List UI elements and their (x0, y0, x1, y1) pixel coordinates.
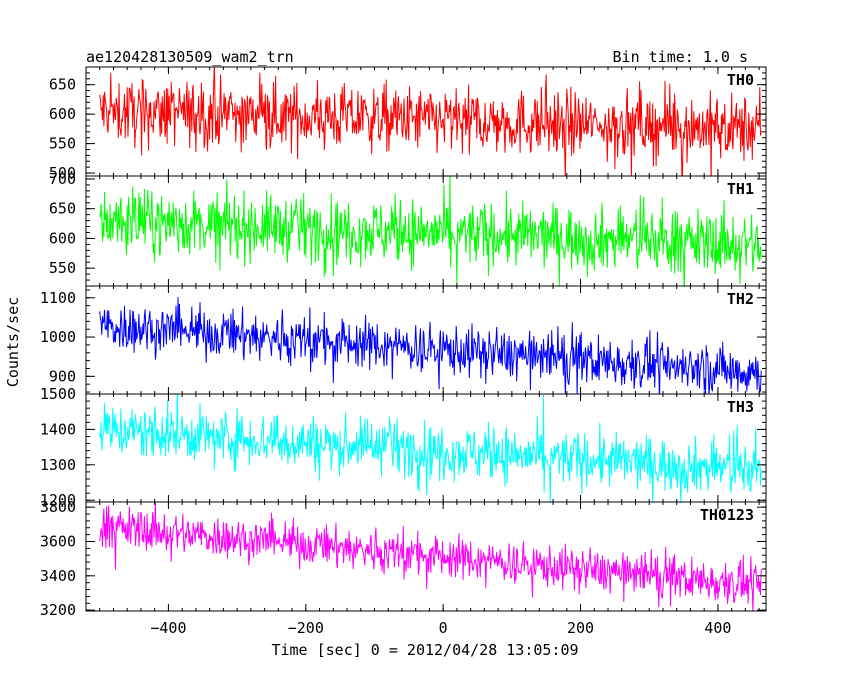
y-tick-label: 600 (49, 105, 76, 123)
panel-th2: 900 1000 1100 TH2 (40, 285, 767, 395)
x-axis-label: Time [sec] 0 = 2012/04/28 13:05:09 (271, 641, 578, 659)
y-tick-label: 650 (49, 200, 76, 218)
panel-label-th0: TH0 (727, 71, 754, 89)
y-tick-label: 3600 (40, 532, 76, 550)
series-line-th2 (99, 296, 762, 394)
panel-label-th3: TH3 (727, 398, 754, 416)
y-tick-label: 550 (49, 259, 76, 277)
panel-th0: 500 550 600 650 TH0 (49, 66, 767, 182)
y-tick-label: 600 (49, 229, 76, 247)
series-line-th0123 (99, 502, 762, 611)
y-tick-label: 1000 (40, 328, 76, 346)
x-tick-label: −400 (150, 619, 186, 637)
panels-group: 500 550 600 650 TH0 550 600 650 700 TH1 900 1000 110… (40, 66, 767, 619)
panel-th1: 550 600 650 700 TH1 (49, 170, 767, 287)
panel-th0123: 3200 3400 3600 3800 TH0123 (40, 498, 767, 619)
series-line-th1 (99, 176, 762, 286)
y-axis-label: Counts/sec (4, 297, 22, 387)
y-tick-label: 3400 (40, 567, 76, 585)
panel-label-th1: TH1 (727, 180, 754, 198)
x-tick-label: 0 (439, 619, 448, 637)
y-tick-label: 500 (49, 164, 76, 182)
y-tick-label: 1500 (40, 385, 76, 403)
x-tick-label: −200 (288, 619, 324, 637)
y-tick-label: 1400 (40, 420, 76, 438)
y-tick-label: 550 (49, 135, 76, 153)
y-tick-label: 3800 (40, 498, 76, 516)
x-axis: −400 −200 0 200 400 (150, 619, 731, 637)
x-tick-label: 400 (704, 619, 731, 637)
x-tick-label: 200 (567, 619, 594, 637)
panel-th3: 1200 1300 1400 1500 TH3 (40, 385, 767, 509)
chart-title: ae120428130509_wam2_trn (86, 48, 294, 66)
bin-time-label: Bin time: 1.0 s (613, 48, 748, 66)
y-tick-label: 1300 (40, 456, 76, 474)
panel-frame (85, 501, 767, 612)
y-tick-label: 3200 (40, 601, 76, 619)
series-line-th3 (99, 394, 762, 502)
panel-label-th0123: TH0123 (700, 506, 754, 524)
panel-frame (85, 285, 767, 395)
y-tick-label: 1200 (40, 491, 76, 509)
panel-label-th2: TH2 (727, 290, 754, 308)
y-tick-label: 700 (49, 170, 76, 188)
y-tick-label: 1100 (40, 289, 76, 307)
y-tick-label: 900 (49, 367, 76, 385)
y-tick-label: 650 (49, 76, 76, 94)
series-line-th0 (99, 67, 762, 176)
